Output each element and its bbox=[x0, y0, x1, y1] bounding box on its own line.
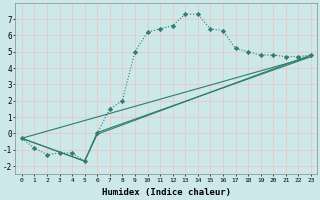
X-axis label: Humidex (Indice chaleur): Humidex (Indice chaleur) bbox=[102, 188, 231, 197]
